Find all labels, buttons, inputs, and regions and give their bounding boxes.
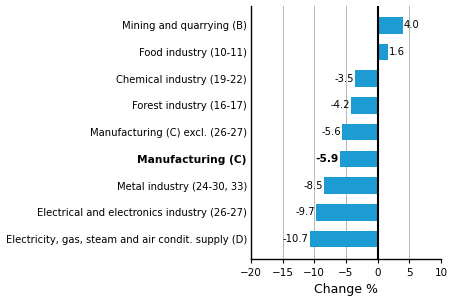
Bar (351, 97, 378, 114)
Text: 1.6: 1.6 (389, 47, 405, 57)
Text: -4.2: -4.2 (330, 101, 350, 111)
X-axis label: Change %: Change % (314, 284, 378, 297)
Text: -9.7: -9.7 (295, 207, 315, 217)
Text: -3.5: -3.5 (335, 74, 354, 84)
Text: 4.0: 4.0 (404, 20, 420, 30)
Bar (356, 70, 378, 87)
Text: -5.9: -5.9 (316, 154, 339, 164)
Bar (324, 177, 378, 194)
Text: -10.7: -10.7 (283, 234, 308, 244)
Text: -8.5: -8.5 (303, 181, 323, 191)
Bar (342, 124, 378, 140)
Bar (378, 17, 403, 34)
Text: -5.6: -5.6 (321, 127, 341, 137)
Bar (378, 44, 388, 60)
Bar (340, 151, 378, 167)
Bar (316, 204, 378, 221)
Bar (310, 231, 378, 247)
